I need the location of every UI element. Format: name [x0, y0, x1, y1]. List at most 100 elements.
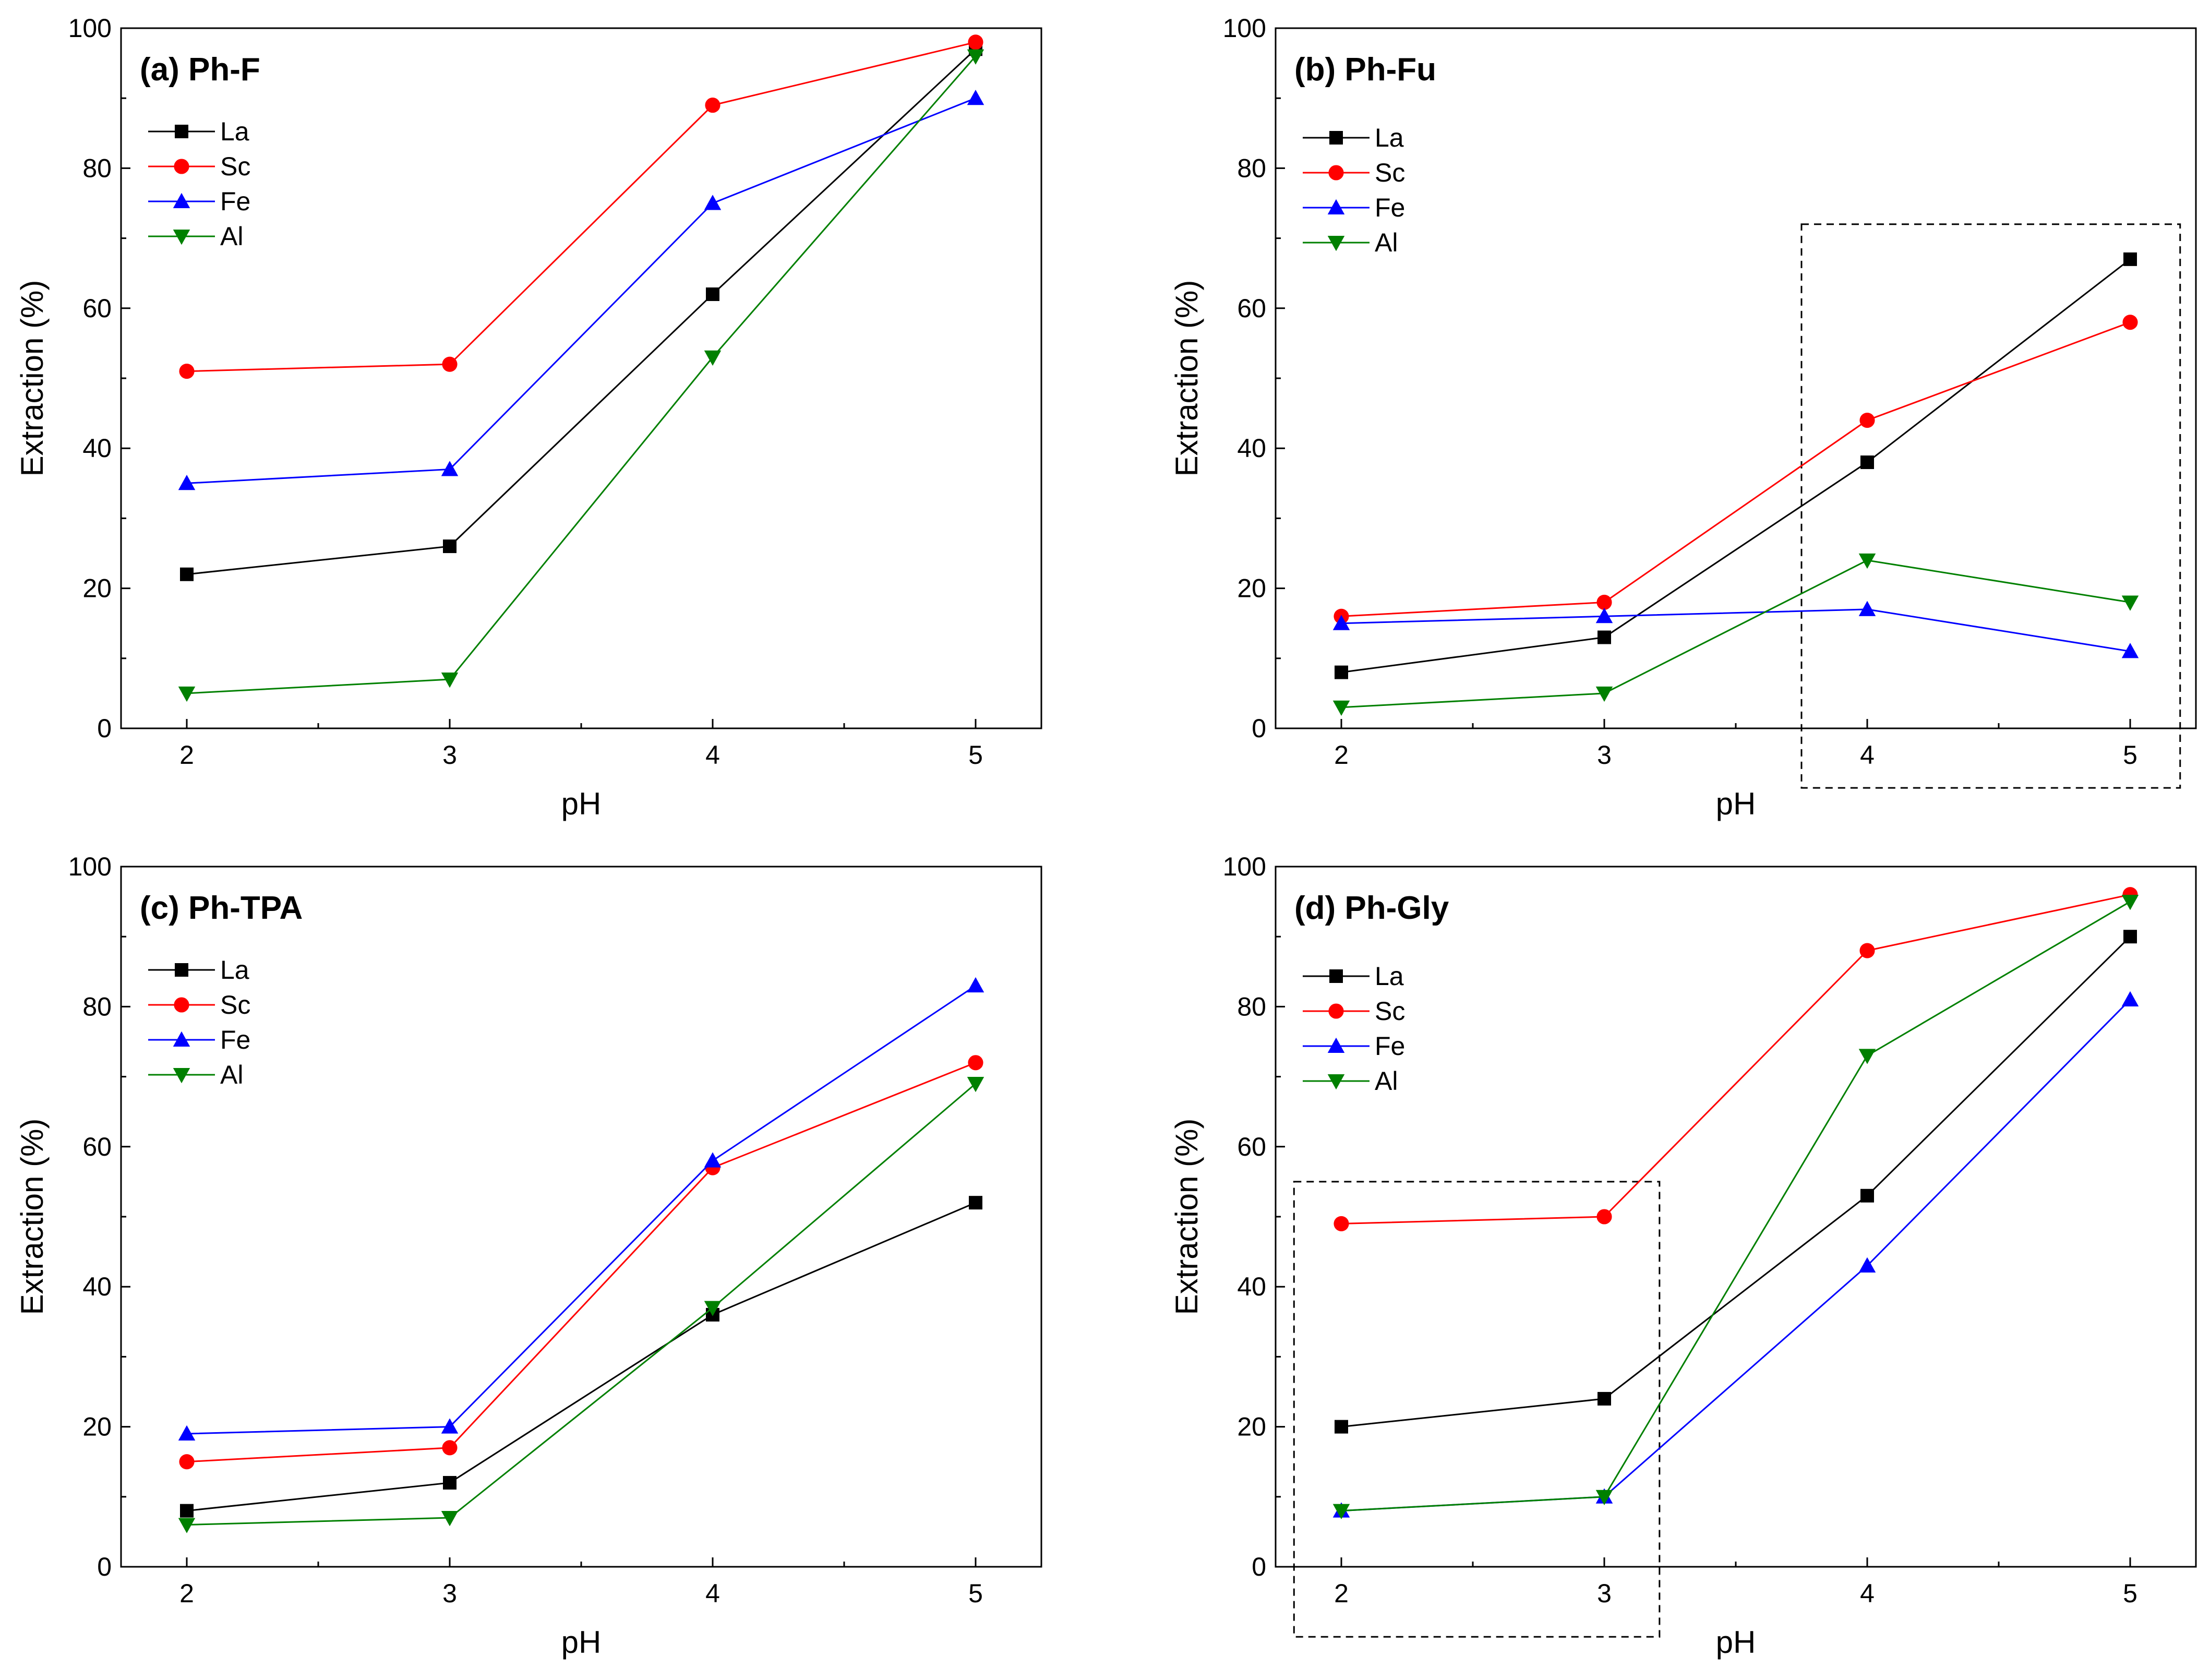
legend-marker: [1327, 236, 1345, 251]
panel-d: (d) Ph-Gly pH Extraction (%) 0 20 40 60 80 10…: [1169, 852, 2197, 1660]
data-point-sc: [968, 34, 983, 50]
data-point-la: [443, 1475, 457, 1490]
highlight-box: [1293, 1181, 1661, 1638]
data-point-la: [2123, 252, 2137, 266]
y-tick-label: 60: [82, 294, 112, 323]
y-tick-label: 100: [1223, 852, 1266, 881]
plot-frame: [1275, 27, 2197, 729]
data-point-sc: [442, 356, 458, 372]
y-tick-label: 40: [1237, 1272, 1266, 1301]
data-point-al: [1332, 700, 1350, 716]
data-point-la: [1860, 455, 1874, 470]
y-tick-label: 40: [1237, 434, 1266, 463]
data-point-fe: [967, 977, 984, 993]
y-tick-label: 80: [82, 153, 112, 183]
data-point-fe: [1858, 1257, 1876, 1273]
highlight-box: [1800, 223, 2181, 789]
x-tick-label: 2: [179, 740, 194, 770]
data-point-fe: [2121, 991, 2139, 1006]
legend-label: Sc: [1375, 997, 1405, 1026]
x-tick-label: 5: [968, 740, 983, 770]
legend-marker: [173, 1068, 190, 1084]
data-point-fe: [1332, 615, 1350, 630]
x-tick-label: 4: [1860, 740, 1875, 770]
y-tick-label: 100: [1223, 14, 1266, 43]
y-tick-label: 0: [1252, 714, 1266, 743]
data-point-la: [1335, 1420, 1348, 1434]
panel-b: (b) Ph-Fu pH Extraction (%) 0 20 40 60 80 100…: [1169, 14, 2197, 821]
panel-title: (c) Ph-TPA: [140, 890, 303, 926]
y-tick-label: 0: [1252, 1552, 1266, 1581]
x-tick-label: 3: [442, 1579, 457, 1608]
y-axis-title: Extraction (%): [1169, 1119, 1204, 1315]
y-tick-label: 60: [82, 1132, 112, 1161]
x-tick-label: 2: [1334, 740, 1349, 770]
y-tick-label: 20: [1237, 574, 1266, 603]
panel-a: (a) Ph-F pH Extraction (%) 0 20 40 60 80 100 2…: [15, 14, 1042, 821]
x-axis-title: pH: [1716, 786, 1756, 821]
y-tick-label: 100: [68, 852, 112, 881]
x-tick-label: 2: [179, 1579, 194, 1608]
x-tick-label: 5: [2123, 740, 2137, 770]
y-tick-label: 60: [1237, 1132, 1266, 1161]
data-point-fe: [178, 475, 196, 490]
panel-title: (a) Ph-F: [140, 52, 260, 88]
plot-frame: [120, 27, 1042, 729]
x-tick-label: 2: [1334, 1579, 1349, 1608]
legend-marker: [1328, 1003, 1344, 1019]
data-point-fe: [967, 89, 984, 105]
data-point-al: [2121, 895, 2139, 910]
data-point-la: [180, 567, 194, 581]
data-point-al: [1858, 553, 1876, 569]
data-point-sc: [1596, 594, 1612, 610]
legend-label: Sc: [220, 990, 250, 1019]
x-tick-label: 4: [705, 740, 720, 770]
legend-label: La: [1375, 962, 1404, 991]
y-axis-title: Extraction (%): [15, 280, 50, 477]
data-point-al: [704, 1301, 722, 1316]
series-line-fe: [186, 97, 976, 484]
y-tick-label: 80: [82, 992, 112, 1021]
y-tick-label: 80: [1237, 153, 1266, 183]
panel-title: (b) Ph-Fu: [1294, 52, 1436, 88]
data-point-sc: [968, 1055, 983, 1071]
legend-label: La: [220, 117, 249, 146]
data-point-sc: [1596, 1209, 1612, 1225]
plot-frame: [1275, 866, 2197, 1568]
data-point-sc: [1334, 1216, 1349, 1231]
x-axis-title: pH: [1716, 1625, 1756, 1660]
y-tick-label: 20: [1237, 1412, 1266, 1442]
legend-label: Fe: [1375, 193, 1405, 222]
x-tick-label: 3: [442, 740, 457, 770]
data-point-la: [1860, 1189, 1874, 1203]
data-point-la: [706, 287, 719, 301]
data-point-al: [1595, 1490, 1613, 1506]
data-point-sc: [2122, 315, 2138, 330]
legend-marker: [175, 963, 188, 977]
x-tick-label: 4: [1860, 1579, 1875, 1608]
data-point-sc: [442, 1440, 458, 1456]
data-point-fe: [704, 1152, 722, 1168]
legend-marker: [173, 193, 190, 208]
data-point-fe: [441, 461, 459, 476]
series-line-al: [186, 55, 977, 694]
data-point-sc: [705, 98, 720, 113]
y-axis-title: Extraction (%): [1169, 280, 1204, 477]
x-axis-title: pH: [561, 1625, 602, 1660]
legend-label: La: [220, 955, 249, 985]
y-tick-label: 40: [82, 1272, 112, 1301]
data-point-la: [1598, 1391, 1611, 1406]
data-point-al: [178, 1518, 196, 1533]
data-point-al: [1595, 686, 1613, 702]
data-point-fe: [1858, 601, 1876, 616]
data-point-sc: [1859, 943, 1875, 958]
data-point-al: [441, 1511, 459, 1527]
series-line-la: [186, 49, 977, 575]
data-point-fe: [2121, 643, 2139, 658]
series-line-la: [1341, 258, 2131, 674]
series-line-sc: [1341, 321, 2131, 617]
legend-marker: [1327, 1037, 1345, 1053]
x-axis-title: pH: [561, 786, 602, 821]
panel-title: (d) Ph-Gly: [1294, 890, 1449, 926]
